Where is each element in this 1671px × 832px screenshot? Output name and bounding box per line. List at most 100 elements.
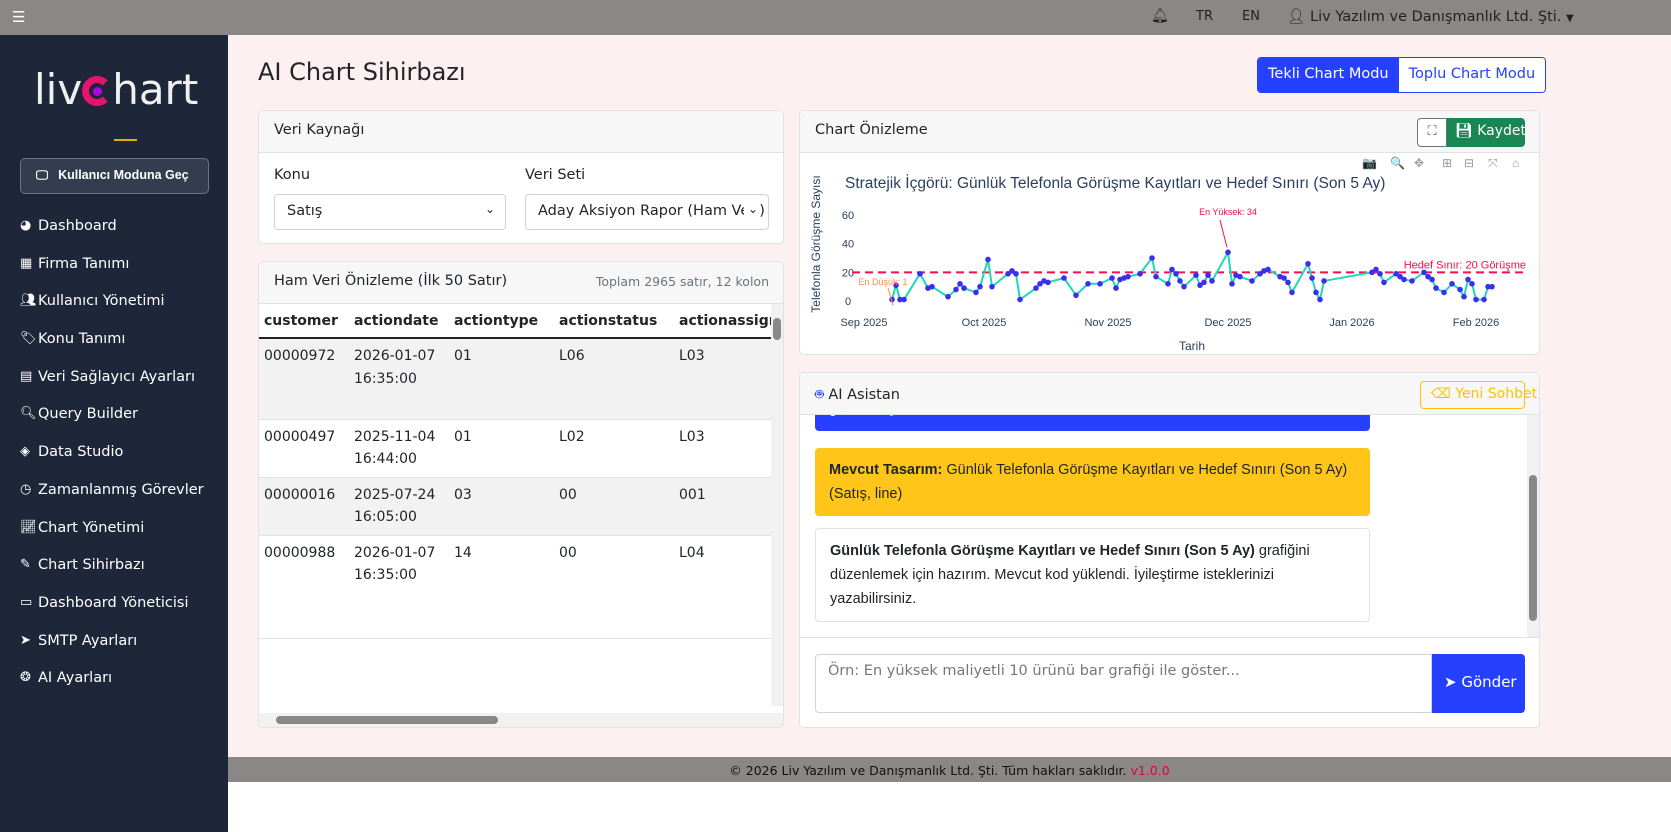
data-point [1201, 279, 1207, 286]
data-point [1317, 296, 1323, 303]
building-icon: ▦ [20, 255, 33, 271]
bell-icon[interactable]: 🔔︎ [1151, 8, 1169, 24]
raw-data-table[interactable]: customer actiondate actiontype actionstatus… [259, 304, 771, 704]
chat-scrollbar[interactable] [1527, 415, 1539, 637]
sidebar-item-veri-sa-lay-c-ayarlar-[interactable]: ▤ Veri Sağlayıcı Ayarları [0, 366, 228, 404]
line-chart[interactable]: Stratejik İçgörü: Günlük Telefonla Görüş… [800, 154, 1540, 354]
user-menu[interactable]: 👤︎ Liv Yazılım ve Danışmanlık Ltd. Şti. … [1287, 8, 1574, 25]
mode-toggle: Tekli Chart Modu Toplu Chart Modu [1257, 57, 1547, 93]
modebar-icon[interactable]: ⌂ [1512, 156, 1519, 170]
y-tick-label: 0 [845, 296, 851, 308]
data-point [1485, 283, 1491, 290]
topic-select[interactable]: Satış ⌄ [274, 194, 506, 230]
ai-assistant-card: 🤖︎ AI Asistan ⌫ Yeni Sohbet grafik oluşt… [799, 372, 1540, 728]
table-cell: L03 [674, 338, 771, 420]
data-point [989, 283, 995, 290]
sidebar-item-zamanlanm-g-revler[interactable]: ◷ Zamanlanmış Görevler [0, 479, 228, 517]
card-title: AI Asistan [828, 387, 900, 403]
single-mode-button[interactable]: Tekli Chart Modu [1258, 58, 1399, 92]
annotation-max: En Yüksek: 34 [1199, 207, 1257, 217]
new-chat-button[interactable]: ⌫ Yeni Sohbet [1420, 381, 1537, 409]
copyright: © 2026 Liv Yazılım ve Danışmanlık Ltd. Ş… [729, 763, 1131, 778]
data-point [1045, 279, 1051, 286]
expand-icon[interactable]: ⛶ [1417, 118, 1447, 147]
lang-en[interactable]: EN [1242, 9, 1260, 24]
sidebar-item-data-studio[interactable]: ◈ Data Studio [0, 441, 228, 479]
sidebar-item-label: Dashboard Yöneticisi [38, 594, 189, 611]
data-point [893, 282, 899, 289]
card-title: Ham Veri Önizleme (İlk 50 Satır) [274, 273, 508, 289]
sidebar-item-konu-tan-m-[interactable]: 🏷︎ Konu Tanımı [0, 328, 228, 366]
modebar-icon[interactable]: 🔍 [1390, 155, 1405, 170]
dataset-select[interactable]: Aday Aksiyon Rapor (Ham Veri) ⌄ [525, 194, 769, 230]
modebar-icon[interactable]: ✥ [1414, 156, 1424, 170]
sidebar-item-query-builder[interactable]: 🔍︎ Query Builder [0, 403, 228, 441]
sidebar-item-dashboard-y-neticisi[interactable]: ▭ Dashboard Yöneticisi [0, 592, 228, 630]
tags-icon: 🏷︎ [20, 331, 37, 347]
data-point [985, 256, 991, 263]
lang-tr[interactable]: TR [1196, 9, 1213, 24]
table-cell: L06 [554, 338, 674, 420]
clock-icon: ◷ [20, 481, 32, 497]
send-button[interactable]: ➤ Gönder [1432, 654, 1525, 713]
data-point [973, 289, 979, 296]
sidebar-item-firma-tan-m-[interactable]: ▦ Firma Tanımı [0, 253, 228, 291]
data-point [897, 296, 903, 303]
chat-input-area: Örn: En yüksek maliyetli 10 ürünü bar gr… [800, 637, 1539, 727]
chat-input[interactable]: Örn: En yüksek maliyetli 10 ürünü bar gr… [815, 654, 1432, 713]
eraser-icon: ⌫ [1431, 386, 1451, 402]
hamburger-icon[interactable]: ☰ [12, 8, 26, 26]
panel-icon: ▭ [20, 594, 33, 610]
message-text: grafiğini düzenlemek için hazırım. Mevcu… [830, 543, 1310, 607]
column-header[interactable]: actionstatus [554, 304, 674, 339]
table-cell: 00000988 [259, 535, 349, 639]
user-icon: 👤︎ [1287, 9, 1311, 25]
save-button[interactable]: 💾︎ Kaydet [1447, 118, 1526, 147]
horizontal-scrollbar[interactable] [259, 713, 783, 727]
data-point [1005, 270, 1011, 277]
table-cell: 2026-01-07 16:35:00 [349, 338, 449, 420]
vertical-scrollbar[interactable] [771, 304, 783, 706]
data-point [1177, 278, 1183, 284]
switch-label: Kullanıcı Moduna Geç [58, 168, 189, 182]
data-point [1109, 275, 1115, 281]
chart-line-icon: 📈︎ [20, 519, 37, 535]
user-message: grafik oluşturmak istersiniz? [815, 415, 1370, 431]
chart-preview-card: Chart Önizleme ⛶ 💾︎ Kaydet Stratejik İçg… [799, 110, 1540, 355]
sidebar-item-label: Dashboard [38, 218, 117, 234]
sidebar-item-ai-ayarlar-[interactable]: ❂ AI Ayarları [0, 667, 228, 705]
top-bar: ☰ 🔔︎ TR EN 👤︎ Liv Yazılım ve Danışmanlık… [0, 0, 1671, 35]
switch-user-mode-button[interactable]: 🖵 Kullanıcı Moduna Geç [20, 158, 209, 194]
sidebar-item-chart-sihirbaz-[interactable]: ✎ Chart Sihirbazı [0, 554, 228, 592]
sidebar-item-dashboard[interactable]: ◕ Dashboard [0, 215, 228, 253]
monitor-icon: 🖵 [36, 168, 49, 182]
bulk-mode-button[interactable]: Toplu Chart Modu [1398, 58, 1546, 92]
column-header[interactable]: customer [259, 304, 349, 339]
robot-icon: 🤖︎ [815, 387, 824, 403]
sidebar-item-kullan-c-y-netimi[interactable]: 👥︎ Kullanıcı Yönetimi [0, 290, 228, 328]
new-chat-label: Yeni Sohbet [1455, 386, 1538, 402]
annotation-min: En Düşük: 1 [858, 277, 907, 287]
modebar-icon[interactable]: 📷 [1362, 156, 1377, 170]
data-point [1113, 285, 1119, 291]
data-point [1017, 296, 1023, 303]
sidebar-item-label: Firma Tanımı [38, 255, 130, 272]
sidebar-item-smtp-ayarlar-[interactable]: ➤ SMTP Ayarları [0, 630, 228, 668]
modebar-icon[interactable]: ⊟ [1464, 156, 1474, 170]
data-point [917, 270, 923, 277]
modebar-icon[interactable]: ⤧ [1488, 156, 1498, 170]
sidebar-item-chart-y-netimi[interactable]: 📈︎ Chart Yönetimi [0, 517, 228, 555]
data-point [1373, 266, 1379, 273]
column-header[interactable]: actionassign [674, 304, 771, 339]
modebar-icon[interactable]: ⊞ [1442, 156, 1452, 170]
data-point [1013, 270, 1019, 277]
data-point [1465, 276, 1471, 283]
column-header[interactable]: actiontype [449, 304, 554, 339]
table-cell: L04 [674, 535, 771, 639]
column-header[interactable]: actiondate [349, 304, 449, 339]
data-point [901, 296, 907, 303]
